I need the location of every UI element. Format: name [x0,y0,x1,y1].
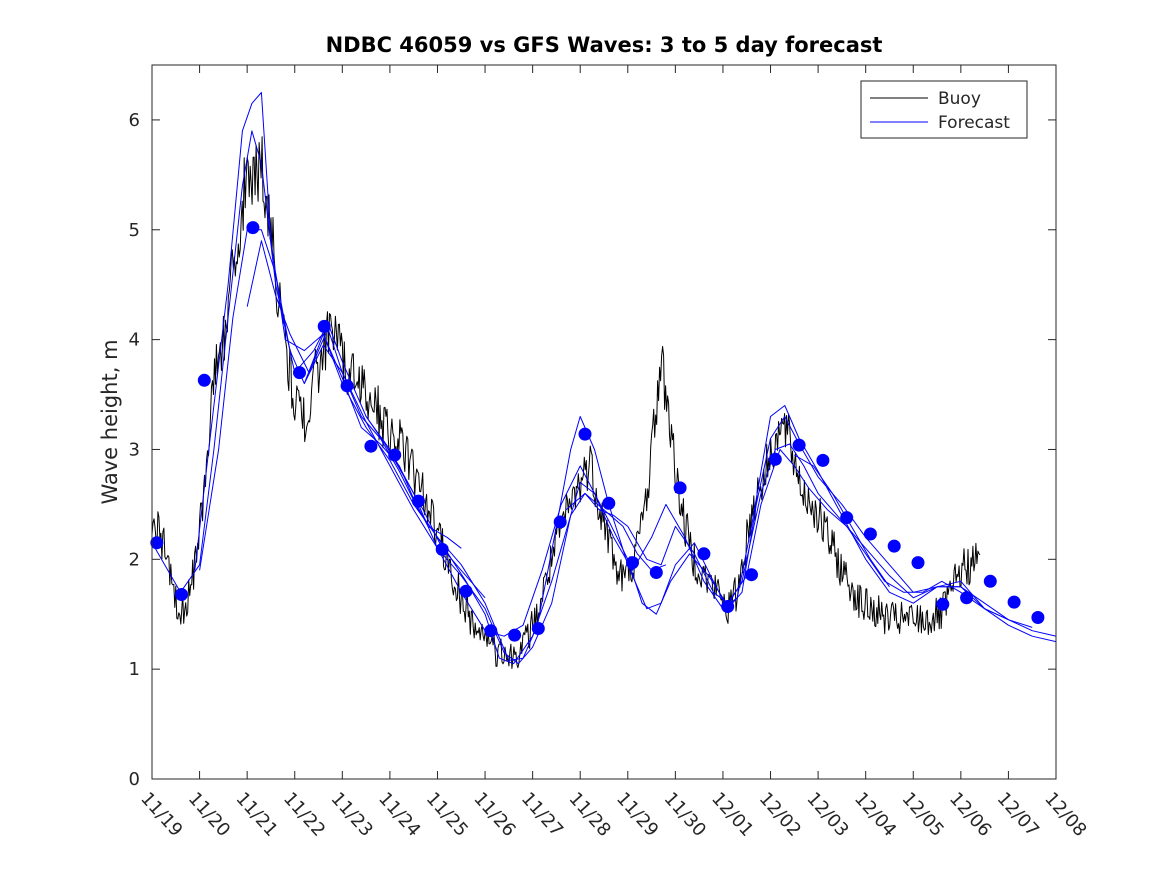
forecast-marker [388,448,402,462]
forecast-marker [887,539,901,553]
forecast-marker [983,574,997,588]
y-tick-label: 6 [129,110,140,131]
y-tick-label: 4 [129,330,140,351]
forecast-marker [364,439,378,453]
y-tick-label: 0 [129,769,140,790]
y-tick-label: 5 [129,220,140,241]
forecast-marker [435,542,449,556]
forecast-series-line-2 [194,92,1056,661]
forecast-marker [626,556,639,570]
legend-buoy-label: Buoy [938,89,981,109]
forecast-marker [697,547,711,561]
forecast-marker [768,452,782,466]
forecast-marker [531,622,545,635]
y-tick-label: 1 [129,659,140,680]
series-layer [152,92,1056,669]
marker-layer [150,221,1045,642]
forecast-marker [197,373,211,387]
forecast-marker [508,628,522,642]
forecast-marker [484,624,498,638]
forecast-series-line-4 [246,240,1009,665]
legend-forecast-label: Forecast [938,113,1010,133]
y-tick-label: 2 [129,549,140,570]
forecast-marker [911,556,925,570]
forecast-marker [1007,595,1021,609]
forecast-series-line-3 [199,229,1033,665]
forecast-marker [553,515,567,529]
forecast-marker [150,536,164,550]
forecast-marker [578,427,592,441]
forecast-marker [293,366,306,380]
forecast-series-line-5 [365,416,486,599]
forecast-series-line-1 [152,130,1056,643]
forecast-marker [816,453,830,467]
plot-frame [151,64,1057,780]
forecast-marker [840,511,854,525]
forecast-marker [1031,611,1045,624]
forecast-marker [936,597,950,611]
forecast-marker [745,568,758,582]
forecast-marker [317,319,331,333]
forecast-marker [721,600,735,613]
forecast-marker [673,481,687,495]
forecast-marker [246,221,260,235]
forecast-marker [340,379,354,393]
forecast-marker [175,588,188,601]
forecast-marker [411,494,425,508]
forecast-marker [960,591,974,605]
y-axis: 0 1 2 3 4 5 6 [129,110,1056,790]
forecast-marker [792,438,806,452]
forecast-marker [459,584,473,598]
legend: Buoy Forecast [860,80,1028,139]
plot-area [152,65,1056,779]
forecast-series-line-8 [794,454,890,588]
forecast-marker [863,527,877,541]
legend-box [860,80,1028,139]
y-tick-label: 3 [129,439,140,460]
forecast-marker [602,496,616,510]
forecast-marker [649,566,663,579]
y-axis-label: Wave height, m [98,339,122,504]
chart-title: NDBC 46059 vs GFS Waves: 3 to 5 day fore… [326,33,883,57]
